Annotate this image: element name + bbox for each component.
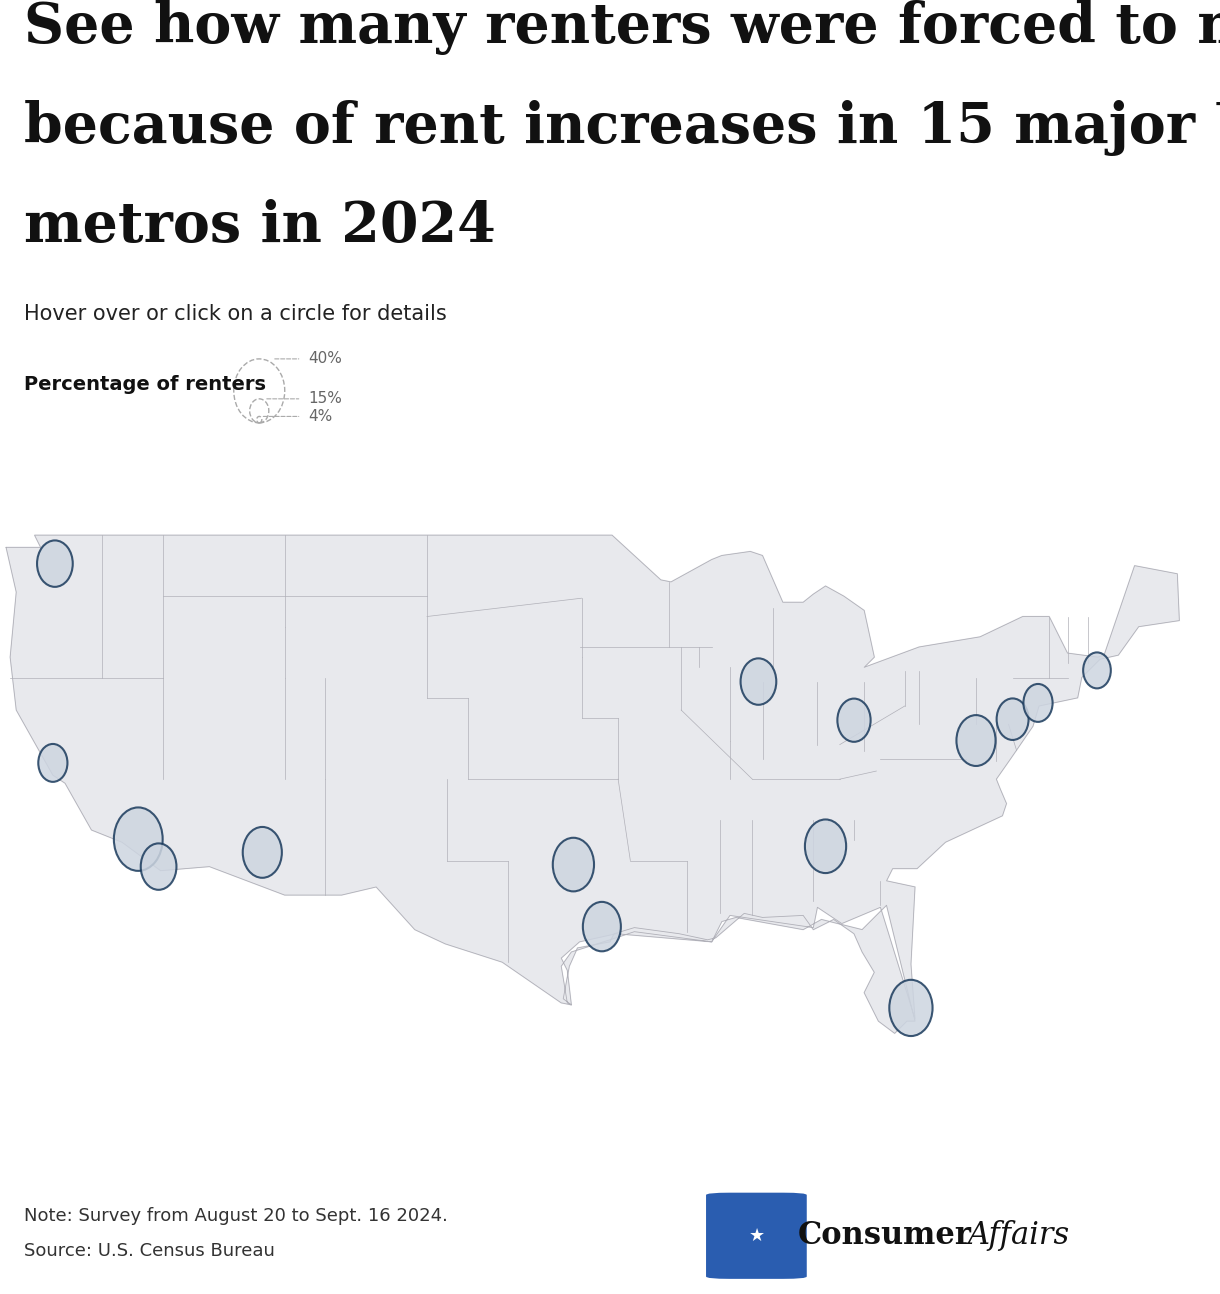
Text: Affairs: Affairs (967, 1220, 1070, 1251)
Ellipse shape (553, 837, 594, 892)
Ellipse shape (837, 699, 871, 741)
Ellipse shape (889, 980, 932, 1036)
FancyBboxPatch shape (706, 1193, 806, 1278)
Text: Consumer: Consumer (798, 1220, 971, 1251)
Ellipse shape (1083, 652, 1111, 688)
Ellipse shape (583, 902, 621, 951)
Ellipse shape (113, 807, 162, 871)
Text: See how many renters were forced to move: See how many renters were forced to move (24, 0, 1220, 56)
Text: Source: U.S. Census Bureau: Source: U.S. Census Bureau (24, 1242, 276, 1259)
Text: Percentage of renters: Percentage of renters (24, 375, 266, 395)
Ellipse shape (37, 541, 73, 587)
Text: ★: ★ (748, 1227, 765, 1245)
Text: 4%: 4% (309, 409, 333, 424)
Ellipse shape (1024, 685, 1053, 722)
Ellipse shape (38, 744, 67, 782)
Text: 15%: 15% (309, 391, 342, 406)
Text: Note: Survey from August 20 to Sept. 16 2024.: Note: Survey from August 20 to Sept. 16 … (24, 1206, 448, 1224)
Text: Hover over or click on a circle for details: Hover over or click on a circle for deta… (24, 304, 448, 324)
Text: 40%: 40% (309, 352, 342, 366)
Ellipse shape (956, 716, 996, 766)
Polygon shape (6, 536, 1180, 1034)
Text: because of rent increases in 15 major U.S.: because of rent increases in 15 major U.… (24, 100, 1220, 155)
Text: metros in 2024: metros in 2024 (24, 199, 497, 255)
Ellipse shape (140, 844, 177, 890)
Ellipse shape (997, 699, 1028, 740)
Ellipse shape (741, 659, 776, 705)
Ellipse shape (243, 827, 282, 877)
Ellipse shape (805, 819, 847, 873)
